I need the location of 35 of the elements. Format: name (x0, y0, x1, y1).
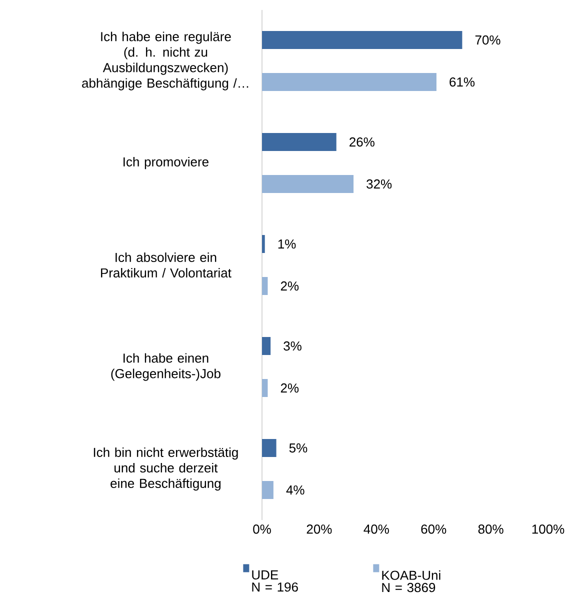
bar (262, 175, 354, 194)
bar (262, 439, 276, 458)
bar (262, 379, 268, 398)
data-label: 32% (366, 179, 392, 189)
bar (262, 31, 462, 50)
x-tick-label: 0% (253, 524, 271, 534)
x-tick-label: 20% (306, 524, 332, 534)
y-tick-label: Ich bin nicht erwerbstätig und suche derzeit eine Beschäftigung (94, 447, 238, 491)
data-label: 5% (289, 443, 308, 453)
data-label: 70% (475, 35, 500, 45)
bar (262, 337, 271, 356)
bar (262, 73, 436, 92)
data-label: 2% (280, 383, 299, 393)
x-tick-label: 80% (478, 524, 504, 534)
data-label: 3% (284, 341, 302, 351)
y-tick-label: Ich habe einen (Gelegenheits-)Job (111, 353, 220, 381)
y-tick-label: Ich promoviere (124, 156, 208, 170)
data-label: 61% (450, 77, 475, 87)
bar (262, 277, 268, 296)
legend-label: UDE (252, 570, 278, 580)
x-tick-label: 60% (421, 524, 446, 534)
y-tick-label: Ich habe eine reguläre (d. h. nicht zu Ausbildungszwecken) abhängige Beschäftigung /… (82, 32, 248, 90)
x-tick-label: 100% (532, 524, 564, 534)
legend-label: KOAB-Uni (382, 570, 440, 580)
bar (262, 133, 336, 152)
text: N = 3869 (382, 582, 436, 592)
data-label: 26% (350, 137, 374, 147)
data-label: 4% (286, 485, 304, 495)
bar (262, 481, 274, 500)
bar (262, 235, 265, 254)
y-tick-label: Ich absolviere ein Praktikum / Volontariat (101, 252, 232, 278)
data-label: 2% (280, 281, 299, 291)
text: N = 196 (252, 582, 298, 592)
data-label: 1% (278, 239, 296, 249)
x-tick-label: 40% (364, 524, 389, 534)
